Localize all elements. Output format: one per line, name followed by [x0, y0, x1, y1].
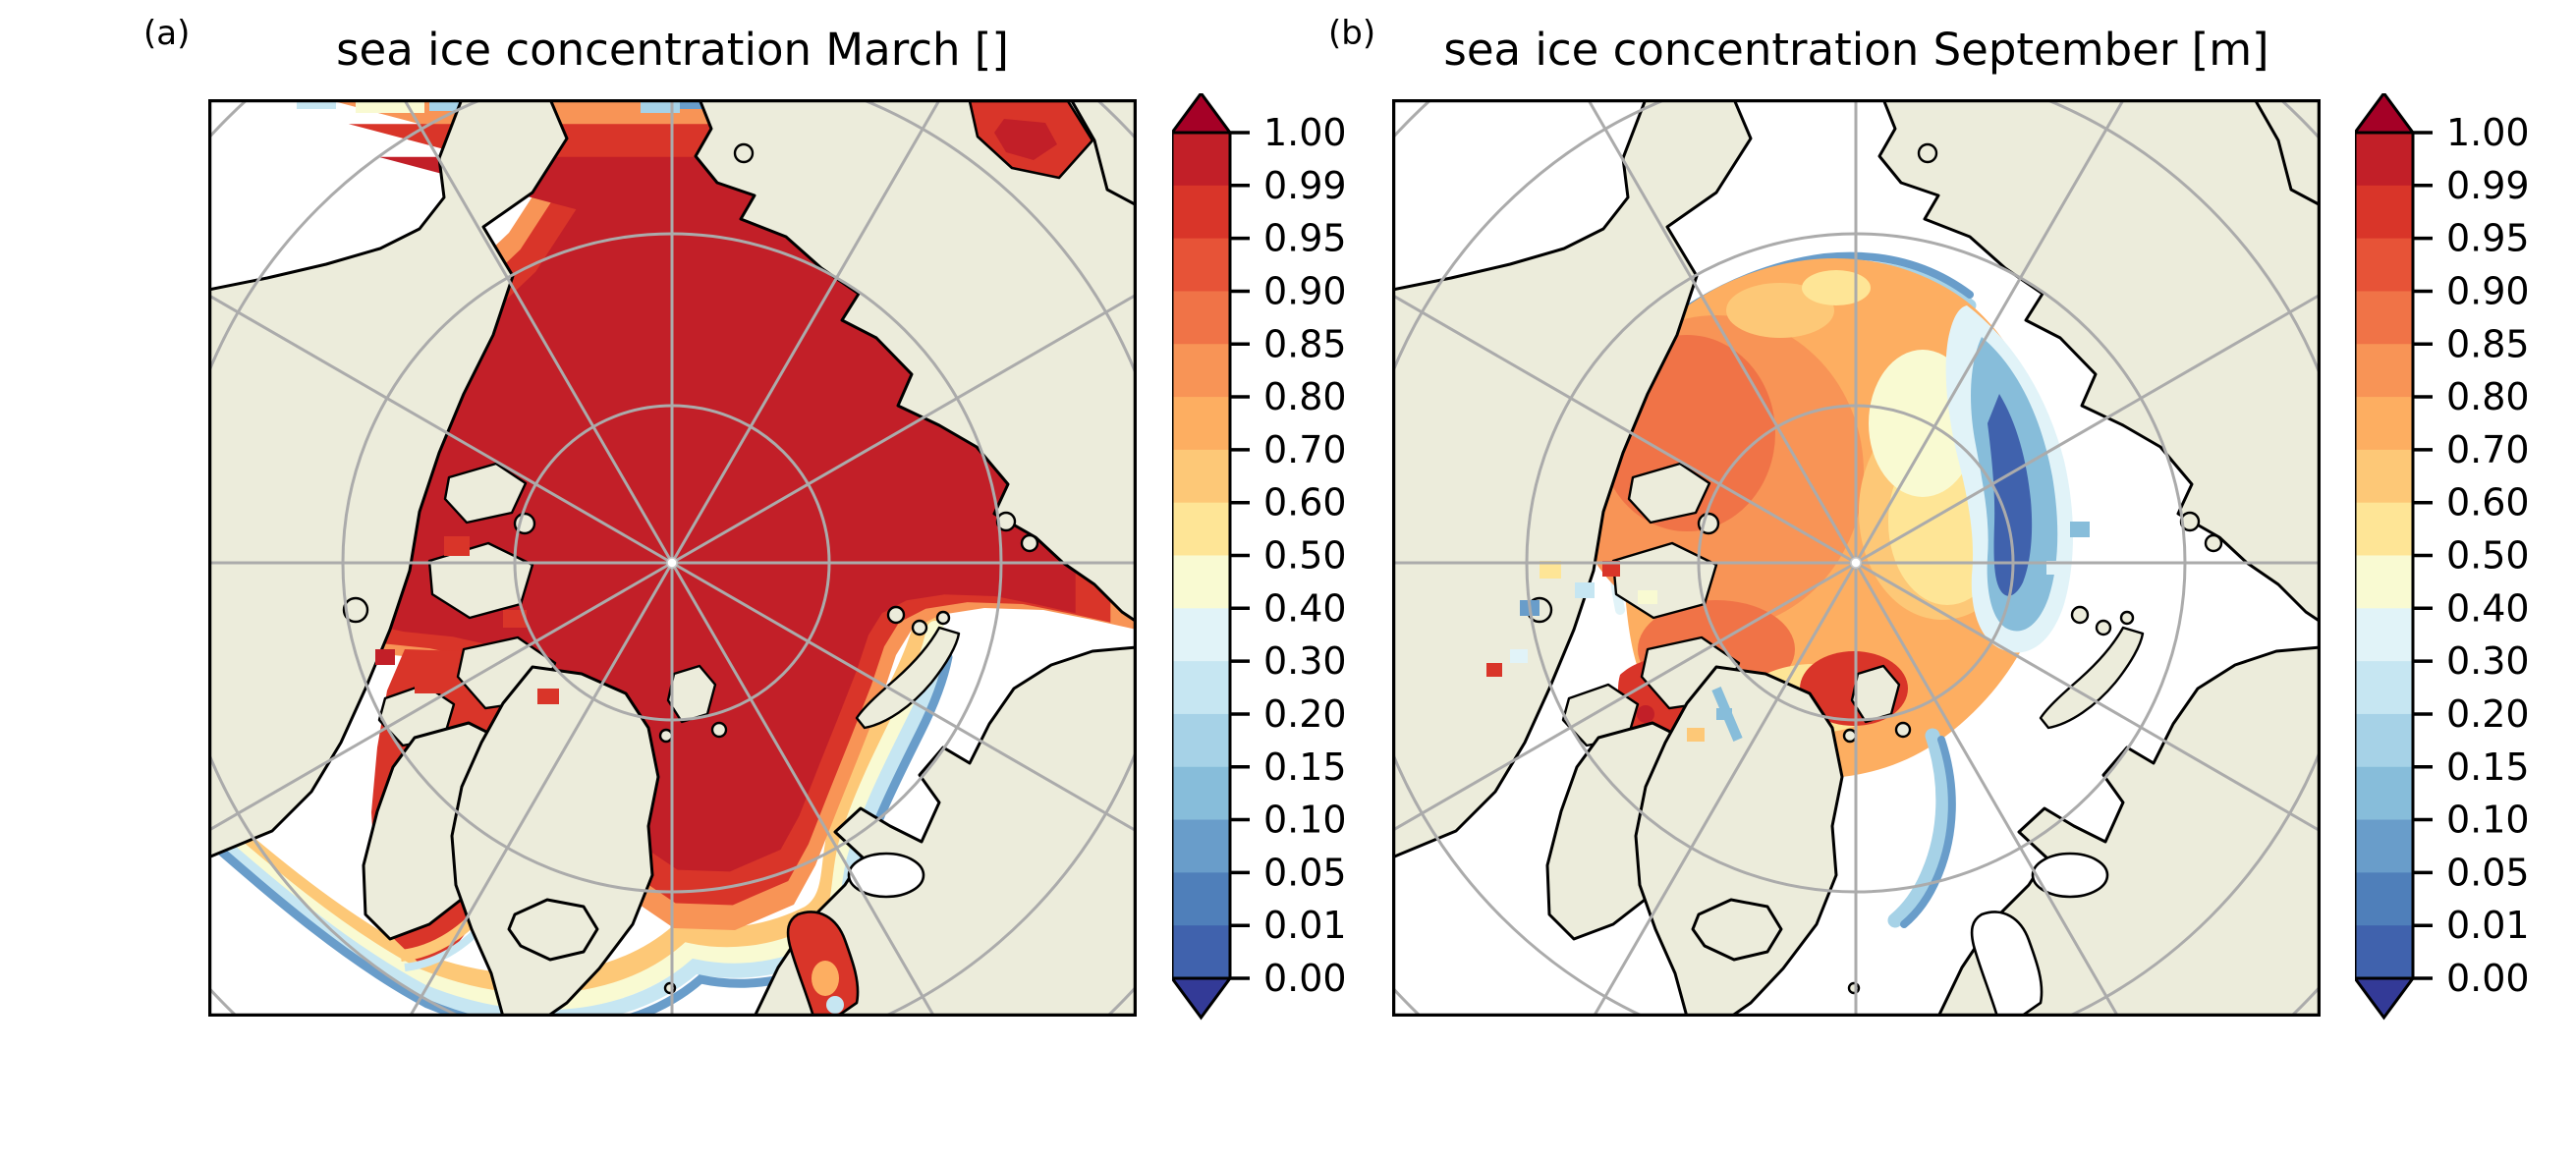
- panel-title-b: sea ice concentration September [m]: [1443, 24, 2269, 76]
- svg-text:0.90: 0.90: [1263, 269, 1347, 312]
- svg-text:0.10: 0.10: [2446, 799, 2530, 842]
- svg-text:0.85: 0.85: [1263, 322, 1347, 365]
- pole-dot: [666, 557, 678, 569]
- svg-text:1.00: 1.00: [2446, 111, 2530, 154]
- svg-text:0.30: 0.30: [2446, 639, 2530, 683]
- svg-text:0.05: 0.05: [1263, 851, 1347, 894]
- svg-text:0.01: 0.01: [1263, 904, 1347, 947]
- svg-text:1.00: 1.00: [1263, 111, 1347, 154]
- svg-text:0.05: 0.05: [2446, 851, 2530, 894]
- svg-text:0.15: 0.15: [2446, 746, 2530, 789]
- svg-text:0.20: 0.20: [1263, 692, 1347, 736]
- map-march: [208, 99, 1137, 1017]
- map-september: [1392, 99, 2321, 1017]
- pole-dot: [1850, 557, 1862, 569]
- svg-text:0.50: 0.50: [2446, 534, 2530, 578]
- colorbar-march: 1.00 0.99 0.95 0.90 0.85 0.80 0.70 0.60 0.50 0.40…: [1172, 93, 1347, 1021]
- svg-text:0.00: 0.00: [2446, 957, 2530, 1000]
- svg-text:0.80: 0.80: [1263, 375, 1347, 418]
- panel-title-a: sea ice concentration March []: [336, 24, 1009, 76]
- svg-text:0.50: 0.50: [1263, 534, 1347, 578]
- svg-text:0.99: 0.99: [2446, 164, 2530, 207]
- svg-text:0.95: 0.95: [2446, 217, 2530, 260]
- svg-text:0.85: 0.85: [2446, 322, 2530, 365]
- svg-text:0.10: 0.10: [1263, 799, 1347, 842]
- svg-text:0.01: 0.01: [2446, 904, 2530, 947]
- svg-text:0.60: 0.60: [1263, 481, 1347, 525]
- svg-text:0.20: 0.20: [2446, 692, 2530, 736]
- svg-text:0.99: 0.99: [1263, 164, 1347, 207]
- svg-text:0.80: 0.80: [2446, 375, 2530, 418]
- svg-text:0.70: 0.70: [1263, 428, 1347, 471]
- svg-text:0.90: 0.90: [2446, 269, 2530, 312]
- svg-text:0.60: 0.60: [2446, 481, 2530, 525]
- panel-label-b: (b): [1328, 14, 1376, 53]
- svg-text:0.70: 0.70: [2446, 428, 2530, 471]
- svg-text:0.40: 0.40: [1263, 586, 1347, 630]
- svg-text:0.00: 0.00: [1263, 957, 1347, 1000]
- svg-text:0.30: 0.30: [1263, 639, 1347, 683]
- panel-label-a: (a): [143, 14, 191, 53]
- svg-text:0.40: 0.40: [2446, 586, 2530, 630]
- svg-text:0.95: 0.95: [1263, 217, 1347, 260]
- colorbar-september: 1.00 0.99 0.95 0.90 0.85 0.80 0.70 0.60 0.50 0.40…: [2355, 93, 2530, 1021]
- svg-text:0.15: 0.15: [1263, 746, 1347, 789]
